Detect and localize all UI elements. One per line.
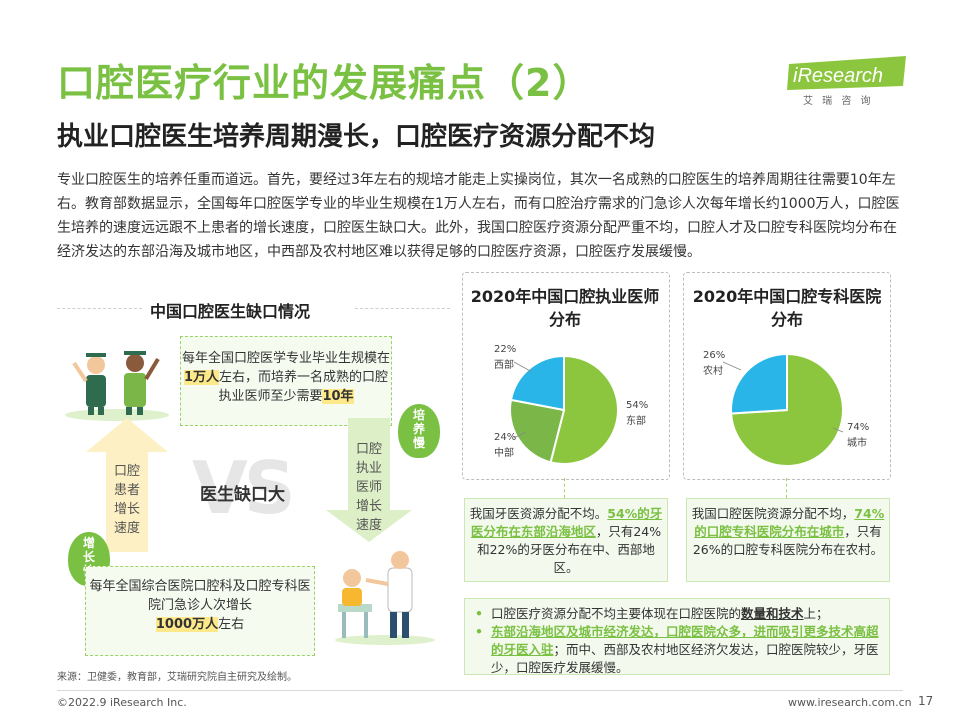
pie-card-hospitals (683, 272, 891, 480)
patients-info-box: 每年全国综合医院口腔科及口腔专科医院门急诊人次增长 1000万人左右 (85, 566, 315, 656)
pie-slice-农村 (730, 352, 788, 415)
page-subtitle: 执业口腔医生培养周期漫长，口腔医疗资源分配不均 (57, 122, 656, 152)
footer-divider (57, 690, 903, 691)
doctor-patient-illustration (330, 548, 440, 646)
pie-slice-中部 (509, 398, 566, 464)
divider (57, 308, 142, 309)
patients-growth-arrow (86, 418, 168, 552)
pie-percent-label: 74% (847, 422, 869, 433)
section-title-shortage: 中国口腔医生缺口情况 (150, 302, 311, 321)
pie-title-hospitals: 2020年中国口腔专科医院分布 (692, 287, 882, 329)
pie-percent-label: 24% (494, 432, 516, 443)
pie-category-label: 西部 (494, 358, 514, 371)
pie-percent-label: 26% (703, 350, 725, 361)
pie-percent-label: 54% (626, 400, 648, 411)
pie-leader-line (513, 361, 533, 373)
summary-box: • 口腔医疗资源分配不均主要体现在口腔医院的数量和技术上； • 东部沿海地区及城… (464, 598, 890, 675)
pie-slice-西部 (509, 354, 565, 412)
pie-slice-东部 (549, 354, 619, 465)
page-number: 17 (918, 694, 934, 708)
vs-mark: VS (192, 446, 296, 530)
bullet: • (475, 624, 483, 639)
pie-category-label: 东部 (626, 414, 646, 427)
pie-category-label: 农村 (703, 364, 723, 377)
pie-title-dentists: 2020年中国口腔执业医师分布 (470, 287, 660, 329)
note-hospitals: 我国口腔医院资源分配不均，74%的口腔专科医院分布在城市，只有26%的口腔专科医… (686, 498, 890, 582)
pie-category-label: 中部 (494, 446, 514, 459)
pie-percent-label: 22% (494, 344, 516, 355)
page-title: 口腔医疗行业的发展痛点（2） (57, 61, 592, 105)
graduates-illustration (62, 335, 172, 425)
graduates-info-box: 每年全国口腔医学专业毕业生规模在1万人左右，而培养一名成熟的口腔执业医师至少需要… (180, 336, 392, 426)
doctor-growth-arrow (326, 418, 412, 542)
intro-paragraph: 专业口腔医生的培养任重而道远。首先，要经过3年左右的规培才能走上实操岗位，其次一… (57, 172, 900, 260)
pie-category-label: 城市 (847, 436, 867, 449)
slow-training-badge: 培 养 慢 (398, 404, 440, 458)
pie-chart-hospitals: 74% 城市 26% 农村 (703, 350, 869, 467)
connector (786, 478, 787, 498)
svg-text:iResearch: iResearch (793, 65, 883, 87)
connector (564, 478, 565, 498)
source-note: 来源：卫健委，教育部，艾瑞研究院自主研究及绘制。 (57, 672, 297, 683)
bullet: • (475, 606, 483, 621)
iresearch-logo: iResearch 艾 瑞 咨 询 (785, 56, 910, 108)
divider (355, 308, 450, 309)
pie-chart-dentists: 54% 东部 24% 中部 22% 西部 (494, 344, 648, 465)
note-dentists: 我国牙医资源分配不均。54%的牙医分布在东部沿海地区，只有24%和22%的牙医分… (464, 498, 668, 582)
patients-growth-label: 口腔 患者 增长 速度 (113, 464, 140, 536)
svg-text:艾 瑞 咨 询: 艾 瑞 咨 询 (803, 94, 874, 107)
website: www.iresearch.com.cn (788, 696, 912, 709)
pie-card-dentists (462, 272, 670, 480)
pie-leader-line (832, 427, 844, 433)
copyright: ©2022.9 iResearch Inc. (57, 696, 187, 709)
pie-leader-line (513, 431, 527, 439)
pie-leader-line (722, 361, 742, 371)
doctor-shortage-label: 医生缺口大 (200, 485, 285, 505)
doctor-growth-label: 口腔 执业 医师 增长 速度 (355, 442, 382, 533)
